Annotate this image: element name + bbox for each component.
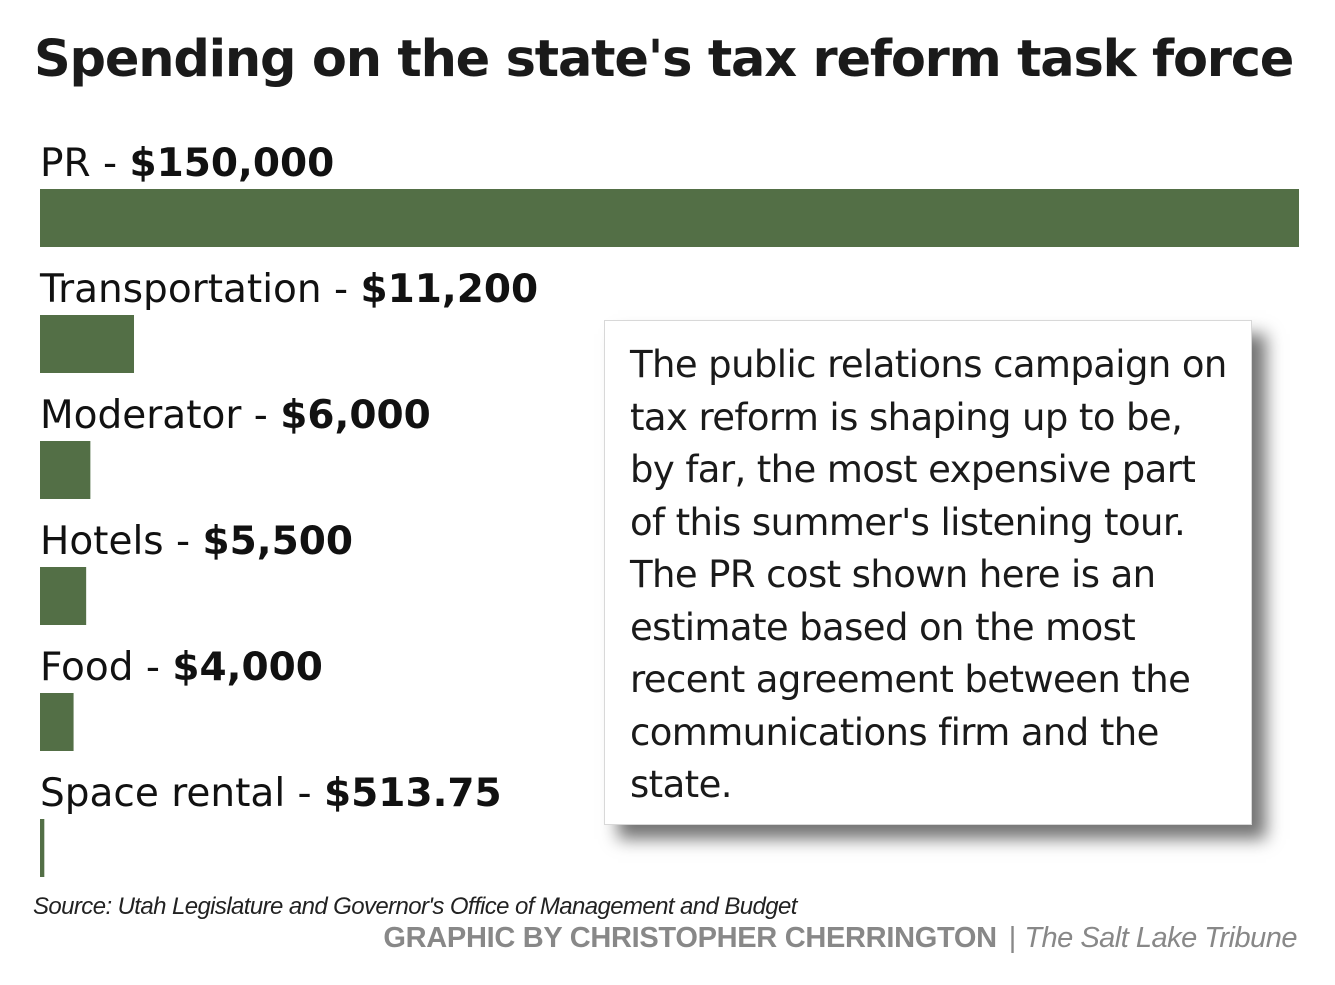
credit-line: GRAPHIC BY CHRISTOPHER CHERRINGTON | The S…: [383, 922, 1297, 955]
bar-food: [40, 693, 74, 751]
bar-pr: [40, 189, 1299, 247]
category-label: Space rental -: [40, 771, 324, 816]
source-note: Source: Utah Legislature and Governor's …: [33, 893, 797, 920]
bar-hotels: [40, 567, 87, 625]
bar-label-food: Food - $4,000: [40, 645, 323, 690]
callout-box: The public relations campaign on tax ref…: [604, 320, 1252, 825]
value-label: $4,000: [172, 645, 323, 690]
bar-label-hotels: Hotels - $5,500: [40, 519, 353, 564]
bar-space-rental: [40, 819, 45, 877]
category-label: PR -: [40, 141, 129, 186]
bar-label-transportation: Transportation - $11,200: [39, 267, 538, 312]
credit-separator: |: [1008, 922, 1017, 954]
bar-label-moderator: Moderator - $6,000: [40, 393, 431, 438]
callout-text: The public relations campaign on tax ref…: [630, 343, 1227, 806]
bar-label-space-rental: Space rental - $513.75: [40, 771, 502, 816]
publication-name: The Salt Lake Tribune: [1024, 922, 1297, 954]
category-label: Transportation -: [39, 267, 360, 312]
category-label: Food -: [40, 645, 172, 690]
value-label: $11,200: [360, 267, 538, 312]
value-label: $513.75: [324, 771, 502, 816]
category-label: Moderator -: [40, 393, 280, 438]
value-label: $6,000: [280, 393, 431, 438]
value-label: $5,500: [203, 519, 354, 564]
bar-moderator: [40, 441, 91, 499]
bar-transportation: [40, 315, 135, 373]
graphic-byline: GRAPHIC BY CHRISTOPHER CHERRINGTON: [383, 922, 997, 954]
category-label: Hotels -: [40, 519, 203, 564]
value-label: $150,000: [129, 141, 334, 186]
bar-label-pr: PR - $150,000: [40, 141, 334, 186]
chart-title: Spending on the state's tax reform task …: [34, 30, 1294, 89]
